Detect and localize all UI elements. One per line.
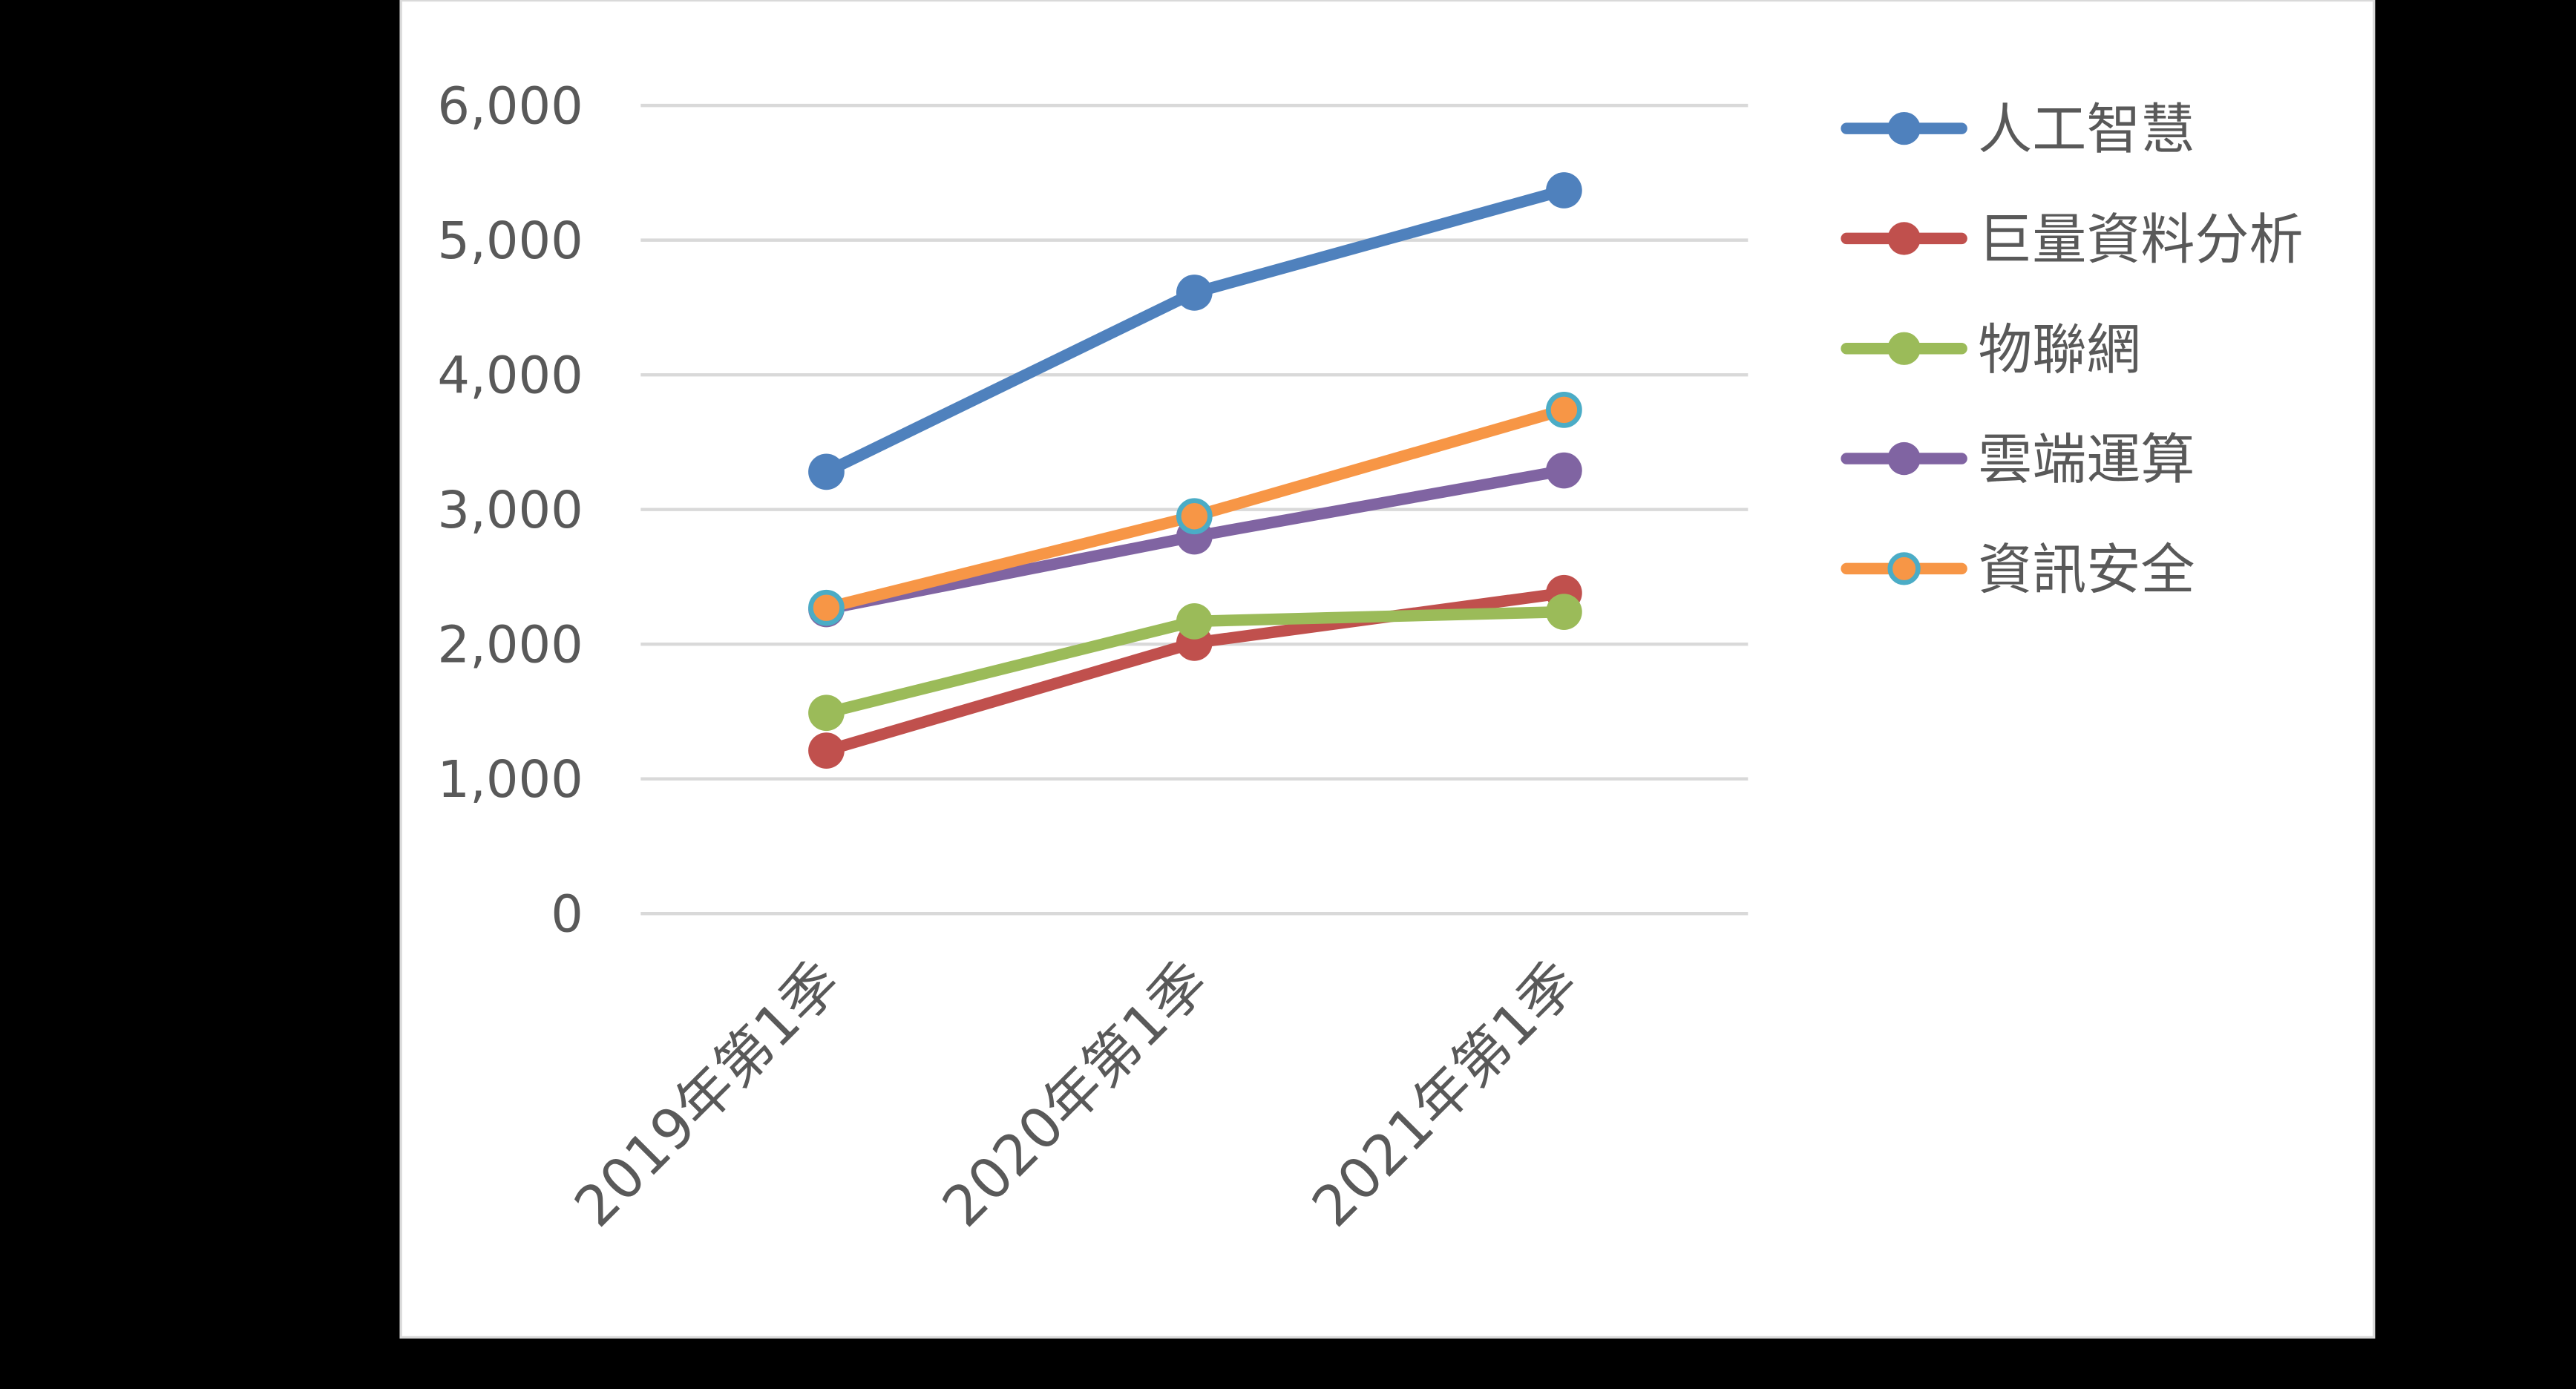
legend-marker-icon [1887, 111, 1921, 145]
y-tick-label: 0 [551, 885, 583, 945]
legend-label: 人工智慧 [1978, 99, 2195, 162]
data-point-marker [1176, 498, 1213, 535]
legend-item: 資訊安全 [1841, 539, 2195, 602]
data-point-marker [1546, 172, 1582, 208]
data-point-marker [808, 453, 845, 490]
y-tick-label: 2,000 [437, 616, 583, 675]
legend-label: 物聯網 [1978, 318, 2140, 381]
legend-label: 資訊安全 [1978, 539, 2195, 602]
data-point-marker [1176, 275, 1213, 311]
legend-label: 巨量資料分析 [1978, 208, 2303, 272]
legend-item: 人工智慧 [1841, 99, 2195, 162]
legend-marker-icon [1887, 222, 1921, 255]
series-line [808, 392, 1582, 626]
legend-marker-icon [1887, 332, 1921, 365]
legend-item: 物聯網 [1841, 318, 2140, 381]
y-tick-label: 6,000 [437, 76, 583, 136]
chart-area [399, 0, 2376, 1339]
series-line [808, 594, 1582, 732]
data-point-marker [1546, 594, 1582, 630]
data-point-marker [1546, 392, 1582, 428]
y-tick-label: 5,000 [437, 211, 583, 271]
plot-series [808, 172, 1582, 769]
legend-marker-icon [1887, 552, 1921, 585]
legend-item: 巨量資料分析 [1841, 208, 2304, 272]
y-tick-label: 3,000 [437, 481, 583, 540]
data-point-marker [808, 732, 845, 769]
data-point-marker [1546, 452, 1582, 489]
legend-label: 雲端運算 [1978, 429, 2195, 492]
data-point-marker [808, 589, 845, 626]
data-point-marker [1176, 602, 1213, 640]
legend-item: 雲端運算 [1841, 429, 2195, 492]
y-axis: 0 1,000 2,000 3,000 4,000 5,000 6,000 [437, 76, 583, 944]
y-tick-label: 4,000 [437, 347, 583, 406]
y-tick-label: 1,000 [437, 750, 583, 810]
data-point-marker [808, 694, 845, 732]
legend-marker-icon [1887, 441, 1921, 476]
series-line [808, 172, 1582, 490]
